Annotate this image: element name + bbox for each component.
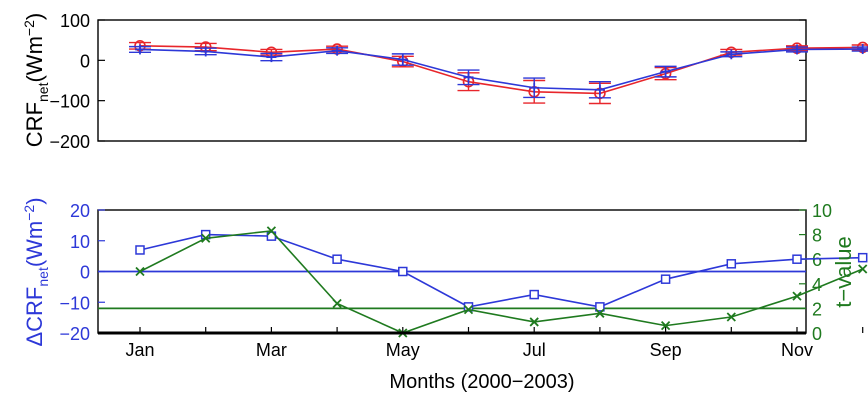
- top-series-1-point: [200, 46, 211, 57]
- bottom-series-1-point-b: [595, 308, 605, 318]
- bottom-x-tick-label: Nov: [781, 340, 813, 360]
- bottom-series-0-point: [726, 259, 737, 269]
- bottom-y-tick-label: 20: [70, 201, 90, 221]
- top-y-tick-label: −200: [49, 132, 90, 152]
- bottom-series-layer: [98, 226, 868, 338]
- bottom-series-1-point: [792, 291, 802, 301]
- top-y-axis: 100 0 −100 −200: [49, 11, 806, 152]
- bottom-series-0-point: [595, 302, 605, 312]
- bottom-y-axis-label: ΔCRFnet(Wm−2): [21, 197, 51, 346]
- bottom-series-1-point-b: [792, 291, 802, 301]
- bottom-series-1-point: [595, 308, 605, 318]
- bottom-y-tick-label: −20: [59, 324, 90, 344]
- x-axis-label: Months (2000−2003): [389, 371, 574, 393]
- bottom-y2-tick-label: 2: [812, 299, 822, 319]
- bottom-series-0-point: [135, 245, 145, 255]
- bottom-series-0-point: [332, 254, 342, 264]
- bottom-series-1-point: [135, 266, 145, 277]
- bottom-y2-tick-label: 10: [812, 201, 832, 221]
- top-series-1-line: [139, 48, 863, 91]
- bottom-series-1-point-b: [135, 266, 145, 277]
- bottom-series-0-point: [398, 266, 408, 277]
- top-series-1-point: [792, 44, 802, 55]
- bottom-series-1-point: [726, 312, 736, 322]
- bottom-series-1-point-b: [463, 304, 474, 315]
- top-series-1-point: [135, 44, 145, 55]
- bottom-series-1-point-b: [726, 312, 736, 322]
- bottom-x-axis: Jan Mar May Jul Sep Nov: [125, 327, 864, 360]
- bottom-x-tick-label: Jul: [523, 340, 546, 360]
- bottom-right-y-axis: 10 8 6 4 2 0: [799, 201, 832, 344]
- bottom-y-tick-label: −10: [59, 293, 90, 313]
- bottom-series-1-point-b: [332, 298, 342, 309]
- bottom-x-tick-label: May: [386, 340, 420, 360]
- bottom-x-tick-label: Jan: [125, 340, 154, 360]
- bottom-y-tick-label: 10: [70, 232, 90, 252]
- top-series-1-point: [332, 45, 343, 56]
- bottom-series-1-line: [139, 230, 864, 334]
- bottom-series-1-point-b: [529, 317, 539, 327]
- bottom-series-1-point-b: [660, 320, 671, 331]
- top-y-tick-label: 100: [60, 11, 90, 31]
- top-series-1-point: [726, 49, 737, 60]
- top-series-1-point: [594, 84, 605, 95]
- bottom-series-1-point-b: [201, 233, 211, 243]
- bottom-y2-tick-label: 8: [812, 226, 822, 246]
- bottom-y2-tick-label: 0: [812, 324, 822, 344]
- top-y-axis-label: CRFnet(Wm−2): [21, 13, 51, 147]
- bottom-series-1-point-b: [858, 264, 868, 274]
- top-y-tick-label: −100: [49, 92, 90, 112]
- top-plot-area: [97, 19, 807, 142]
- bottom-series-1-point: [660, 320, 671, 331]
- top-series-1-point: [529, 82, 540, 93]
- top-y-tick-label: 0: [80, 51, 90, 71]
- bottom-x-tick-label: Sep: [650, 340, 682, 360]
- bottom-left-y-axis: 20 10 0 −10 −20: [59, 201, 105, 344]
- bottom-series-1-point: [858, 264, 868, 274]
- bottom-series-0-point: [529, 289, 539, 300]
- bottom-series-1-point: [332, 298, 342, 309]
- top-series-1-point: [266, 52, 277, 63]
- bottom-series-1-point: [463, 304, 474, 315]
- bottom-series-1-point-b: [266, 226, 277, 236]
- top-series-layer: [129, 40, 868, 105]
- top-series-1-point: [463, 72, 474, 83]
- bottom-series-0-point: [660, 274, 671, 284]
- bottom-series-1-point: [201, 233, 211, 243]
- top-series-1-point: [397, 54, 408, 65]
- bottom-series-1-point: [266, 226, 277, 236]
- bottom-y2-tick-label: 6: [812, 250, 822, 270]
- top-series-1-point: [857, 44, 868, 55]
- bottom-y2-tick-label: 4: [812, 275, 822, 295]
- bottom-series-0-point: [857, 252, 868, 263]
- top-panel: 100 0 −100 −200 CRFnet(Wm−2): [21, 11, 868, 152]
- bottom-series-1-point: [529, 317, 539, 327]
- bottom-series-0-line: [139, 233, 863, 308]
- bottom-y2-axis-label: t−value: [831, 236, 856, 308]
- bottom-series-0-point: [792, 254, 802, 264]
- bottom-y-tick-label: 0: [80, 263, 90, 283]
- top-series-1-point: [660, 66, 671, 77]
- bottom-x-tick-label: Mar: [256, 340, 287, 360]
